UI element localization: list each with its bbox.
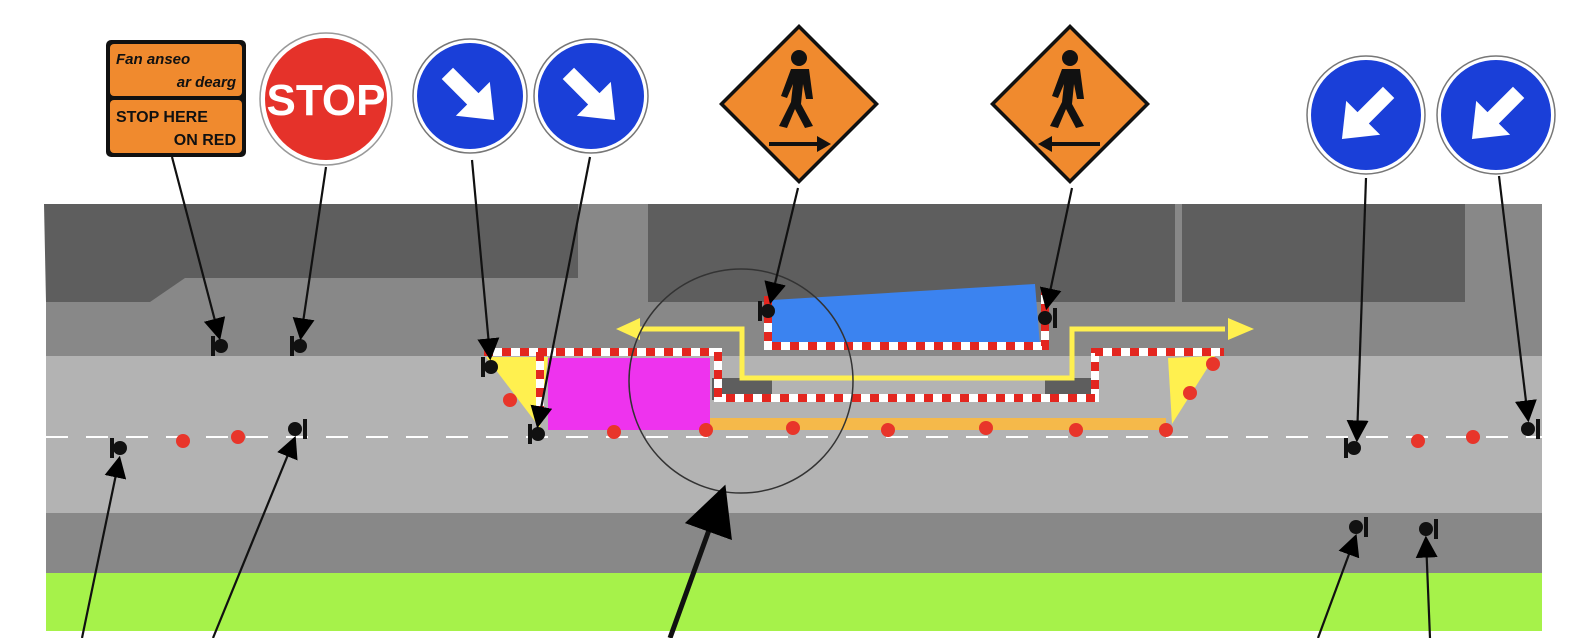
building-block-left — [44, 204, 578, 302]
keep-left-arrow-sign — [1436, 55, 1556, 175]
road-stud — [1183, 386, 1197, 400]
road-stud — [1069, 423, 1083, 437]
grass-verge — [46, 573, 1542, 631]
sign-text-irish-2: ar dearg — [177, 74, 236, 91]
footpath-bottom — [46, 513, 1542, 573]
road-stud — [1206, 357, 1220, 371]
sign-text-english-1: STOP HERE — [116, 109, 208, 126]
yellow-route-arrows — [616, 318, 1254, 381]
stop-sign: STOP — [259, 32, 393, 166]
sign-text-irish-1: Fan anseo — [116, 51, 190, 68]
keep-left-arrow-sign — [1306, 55, 1426, 175]
blue-build-out — [772, 284, 1040, 346]
stop-here-on-red-sign: Fan anseo ar dearg STOP HERE ON RED — [106, 40, 246, 157]
road-stud — [786, 421, 800, 435]
pole-marker — [1521, 419, 1540, 439]
building-block-middle — [648, 204, 1175, 302]
pole-marker — [481, 357, 498, 377]
leader-lines — [80, 156, 1537, 638]
road-stud — [699, 423, 713, 437]
pole-marker — [1038, 308, 1057, 328]
pole-marker — [288, 419, 307, 439]
keep-right-arrow-sign — [412, 38, 528, 154]
pole-marker — [211, 336, 228, 356]
pole-marker — [290, 336, 307, 356]
pole-marker — [1344, 438, 1361, 458]
pole-marker — [110, 438, 127, 458]
road-stud — [503, 393, 517, 407]
pedestrian-crossing-arrow-left-sign — [990, 24, 1150, 184]
pole-marker — [528, 424, 545, 444]
sign-posts — [110, 301, 1540, 539]
crossing-highlight-circle — [628, 268, 854, 494]
road-studs — [176, 357, 1480, 448]
sign-text-english-2: ON RED — [174, 132, 236, 149]
pole-marker — [1419, 519, 1438, 539]
road-stud — [176, 434, 190, 448]
road-stud — [881, 423, 895, 437]
road-stud — [1466, 430, 1480, 444]
keep-right-arrow-sign — [533, 38, 649, 154]
building-block-right — [1182, 204, 1465, 302]
pole-marker — [758, 301, 775, 321]
road-stud — [231, 430, 245, 444]
orange-approach-band — [710, 418, 1166, 430]
pedestrian-crossing-arrow-right-sign — [719, 24, 879, 184]
road-layout — [44, 204, 1542, 631]
road-stud — [979, 421, 993, 435]
road-stud — [1159, 423, 1173, 437]
road-stud — [607, 425, 621, 439]
road-stud — [1411, 434, 1425, 448]
stop-sign-label: STOP — [266, 76, 385, 125]
footpath-top — [46, 204, 1542, 356]
pole-marker — [1349, 517, 1368, 537]
